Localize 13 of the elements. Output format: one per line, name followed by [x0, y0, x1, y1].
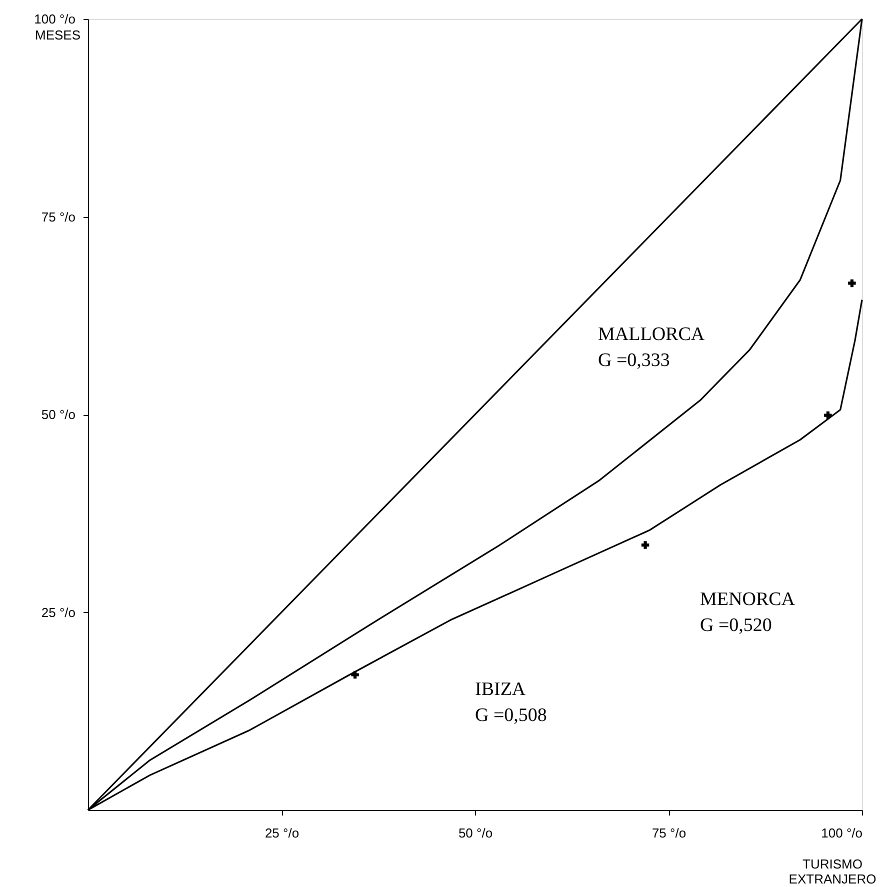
annotation: MENORCA G =0,520 [700, 589, 796, 636]
x-tick-label: 100 °/o [821, 826, 862, 840]
y-tick-label: 100 °/o [34, 12, 76, 26]
x-tick-label: 75 °/o [652, 826, 686, 840]
y-axis-title: MESES [34, 28, 81, 42]
x-tick-label: 25 °/o [264, 826, 300, 840]
y-tick-label: 75 °/o [41, 209, 76, 224]
y-tick-label: 50 °/o [41, 407, 76, 422]
annotation: IBIZA G =0,508 [475, 679, 547, 726]
y-tick-label: 25 °/o [41, 604, 76, 620]
annotation: MALLORCA G =0,333 [598, 324, 705, 371]
x-axis-title: TURISMO EXTRANJERO [788, 856, 876, 886]
x-tick-label: 50 °/o [458, 826, 493, 840]
